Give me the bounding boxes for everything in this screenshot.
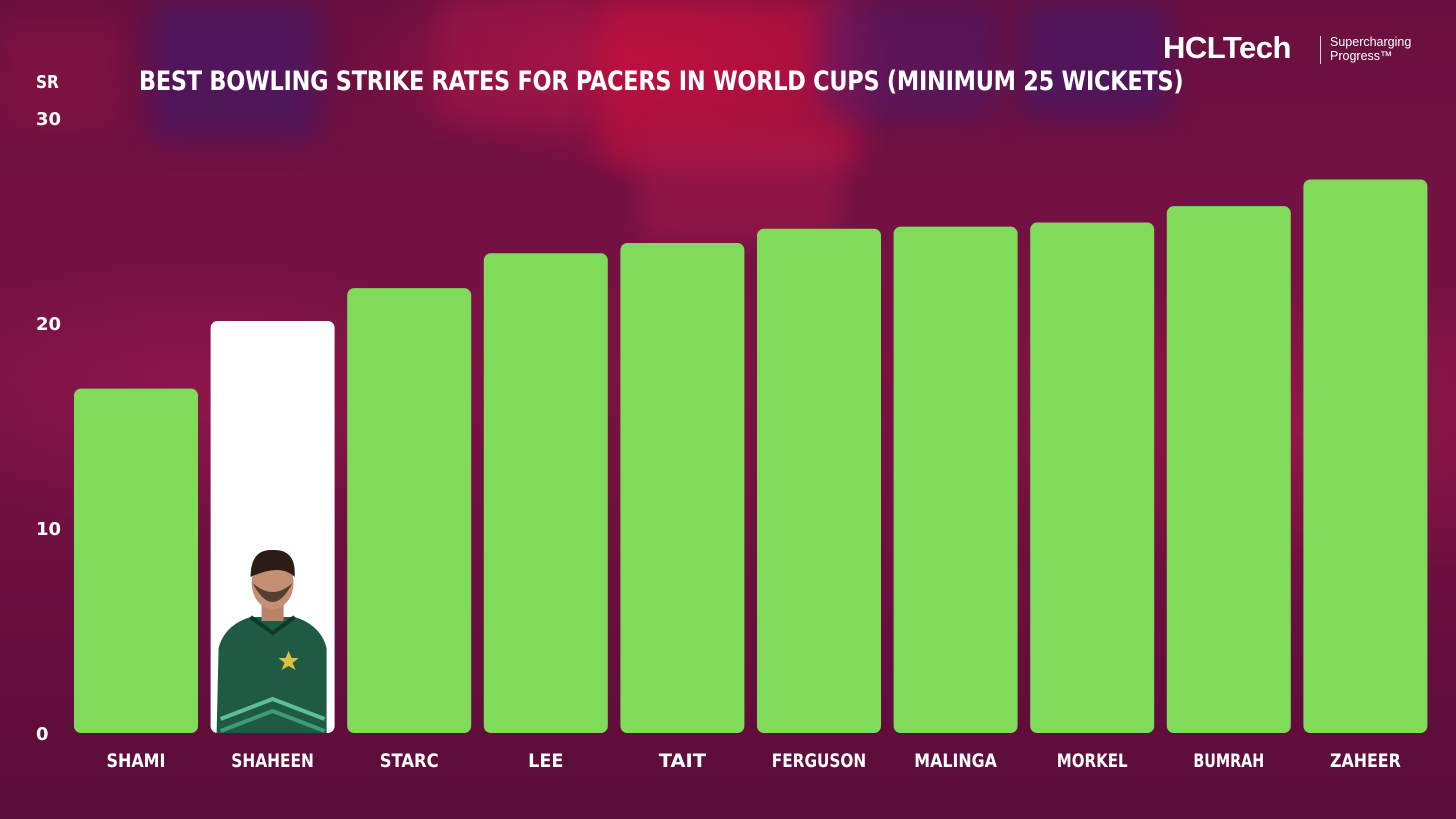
bar-bumrah: [1166, 206, 1291, 733]
background-shape: [0, 20, 120, 130]
y-tick-label: 30: [36, 109, 61, 130]
x-tick-label: TAIT: [659, 750, 706, 772]
bar-ferguson: [757, 228, 881, 733]
y-tick-label: 0: [36, 724, 49, 745]
background-shape: [150, 0, 320, 140]
bar-tait: [620, 243, 745, 734]
x-tick-label: ZAHEER: [1330, 750, 1401, 772]
chart-title: BEST BOWLING STRIKE RATES FOR PACERS IN …: [139, 66, 1184, 97]
background-shape: [1020, 0, 1170, 120]
bar-morkel: [1030, 222, 1155, 734]
background-shape: [820, 0, 1000, 120]
player-photo: [216, 549, 327, 733]
y-tick-label: 20: [36, 314, 61, 335]
y-tick-label: 10: [36, 519, 61, 540]
x-tick-label: BUMRAH: [1193, 750, 1264, 772]
brand-logo: HCLTech Supercharging Progress™: [1163, 30, 1433, 74]
background-shape: [640, 130, 840, 240]
bar-starc: [347, 288, 472, 733]
x-tick-label: SHAHEEN: [231, 750, 314, 772]
brand-name: HCLTech: [1163, 30, 1291, 65]
bar-zaheer: [1303, 179, 1428, 733]
x-tick-label: MORKEL: [1057, 750, 1128, 772]
x-tick-label: LEE: [528, 750, 563, 772]
y-axis-label: SR: [36, 72, 59, 93]
bar-shami: [74, 388, 198, 733]
x-tick-label: MALINGA: [914, 750, 997, 772]
brand-tagline: Supercharging Progress™: [1330, 35, 1412, 63]
bar-malinga: [893, 226, 1018, 733]
x-tick-label: FERGUSON: [772, 750, 866, 772]
background-shape: [440, 0, 590, 120]
x-tick-label: SHAMI: [107, 750, 166, 772]
brand-divider: [1320, 36, 1321, 64]
x-tick-label: STARC: [380, 750, 439, 772]
bar-lee: [483, 253, 608, 734]
